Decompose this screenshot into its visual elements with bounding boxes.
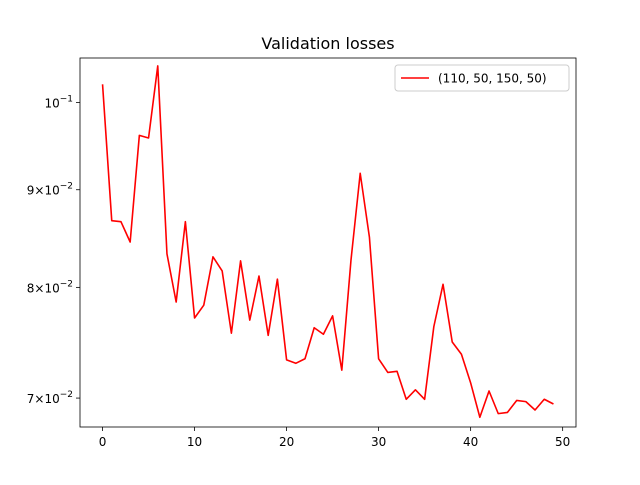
plot-area: 0 10 20 30 40 50 7×10−2 8×10−2 9×10−2 10−1 (110, 5… [27,57,577,449]
y-tick-label: 8×10−2 [27,279,73,295]
x-tick-label: 0 [99,435,107,449]
legend-label: (110, 50, 150, 50) [438,72,547,86]
x-tick-label: 40 [463,435,478,449]
x-tick-label: 10 [187,435,202,449]
y-tick-label: 7×10−2 [27,390,73,406]
x-tick-label: 20 [279,435,294,449]
y-tick-label: 9×10−2 [27,182,73,198]
x-tick-label: 50 [555,435,570,449]
legend-box [394,64,570,92]
y-tick-label: 10−1 [44,94,73,110]
series-line [101,65,554,419]
chart-title: Validation losses [261,34,394,53]
axes-frame [79,57,577,428]
x-tick-label: 30 [371,435,386,449]
